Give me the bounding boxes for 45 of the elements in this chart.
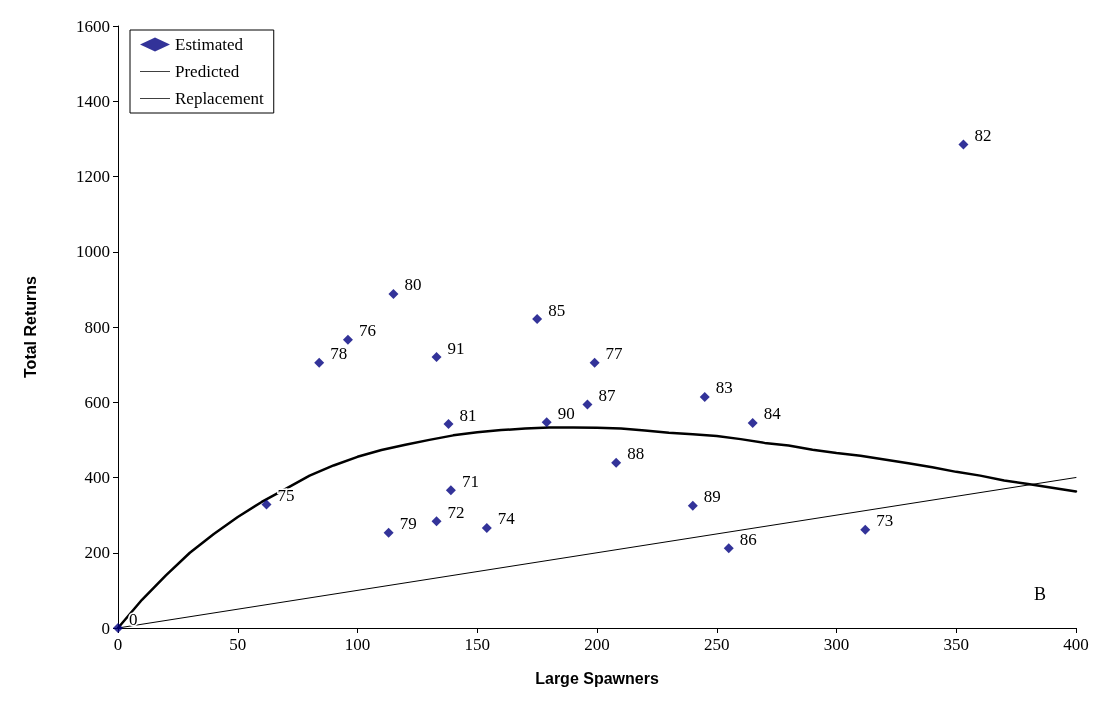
y-tick-label: 0 bbox=[101, 618, 110, 638]
y-tick-label: 1600 bbox=[76, 16, 110, 36]
annotation: 72 bbox=[447, 502, 465, 522]
y-axis-title: Total Returns bbox=[21, 275, 39, 378]
x-tick-label: 0 bbox=[113, 635, 123, 654]
y-tick-label: 400 bbox=[84, 468, 110, 487]
annotation: 81 bbox=[459, 405, 477, 425]
legend-label: Estimated bbox=[175, 35, 244, 54]
annotation: 76 bbox=[358, 321, 376, 341]
y-tick-label: 600 bbox=[84, 392, 110, 412]
annotation: 88 bbox=[627, 444, 645, 464]
x-tick-label: 250 bbox=[704, 635, 730, 654]
annotation: 71 bbox=[461, 471, 479, 491]
y-tick-label: 1400 bbox=[76, 91, 110, 111]
x-tick-label: 50 bbox=[229, 635, 247, 654]
x-tick-label: 300 bbox=[823, 635, 850, 654]
annotation: 86 bbox=[739, 529, 757, 549]
annotation: 85 bbox=[548, 300, 566, 320]
annotation: 83 bbox=[715, 378, 733, 398]
legend-label: Predicted bbox=[175, 62, 240, 81]
annotation: 87 bbox=[598, 386, 616, 406]
annotation: 73 bbox=[876, 511, 894, 531]
annotation: 79 bbox=[399, 514, 417, 534]
annotation: 91 bbox=[447, 338, 465, 358]
y-tick-label: 800 bbox=[84, 317, 110, 337]
x-tick-label: 100 bbox=[344, 635, 371, 654]
annotation: B bbox=[1033, 584, 1047, 604]
y-tick-label: 1000 bbox=[76, 242, 110, 262]
x-tick-label: 350 bbox=[943, 635, 969, 654]
annotation: 80 bbox=[404, 275, 422, 295]
x-tick-label: 400 bbox=[1063, 635, 1089, 654]
annotation: 0 bbox=[129, 609, 138, 629]
x-axis-title: Large Spawners bbox=[535, 669, 659, 687]
x-tick-label: 150 bbox=[464, 635, 490, 654]
legend-label: Replacement bbox=[175, 89, 265, 108]
annotation: 77 bbox=[605, 344, 624, 364]
annotation: 90 bbox=[557, 403, 575, 423]
y-tick-label: 200 bbox=[84, 543, 110, 563]
annotation: 84 bbox=[763, 404, 782, 424]
annotation: 78 bbox=[330, 344, 348, 364]
annotation: 89 bbox=[703, 487, 721, 507]
x-tick-label: 200 bbox=[584, 635, 610, 654]
annotation: 74 bbox=[497, 509, 516, 529]
annotation: 82 bbox=[974, 126, 992, 146]
y-tick-label: 1200 bbox=[76, 167, 110, 186]
